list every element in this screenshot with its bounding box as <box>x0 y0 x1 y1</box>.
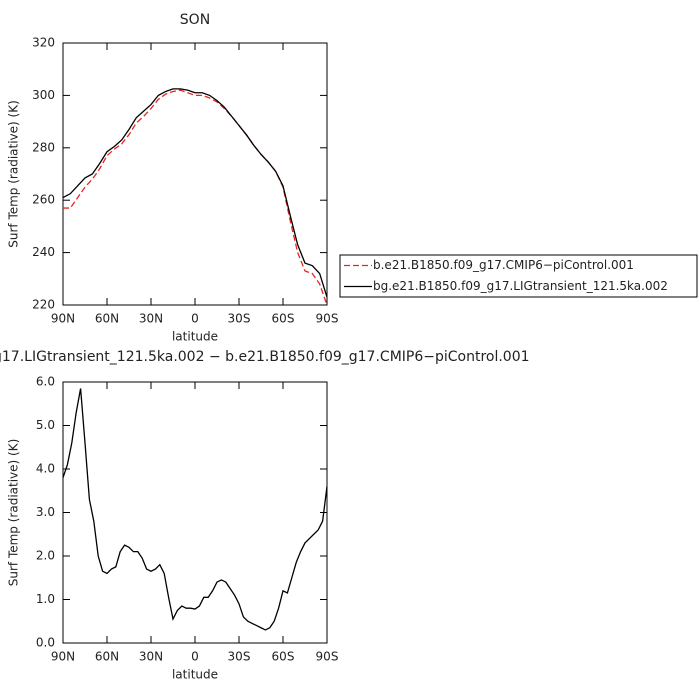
x-tick-label: 60S <box>272 312 295 326</box>
y-tick-label: 300 <box>32 88 55 102</box>
x-tick-label: 60N <box>95 312 119 326</box>
y-tick-label: 4.0 <box>36 462 55 476</box>
y-tick-label: 3.0 <box>36 505 55 519</box>
data-line <box>62 88 328 298</box>
x-tick-label: 0 <box>191 650 199 664</box>
y-tick-label: 2.0 <box>36 549 55 563</box>
legend-label: b.e21.B1850.f09_g17.CMIP6−piControl.001 <box>373 258 634 272</box>
x-tick-label: 90N <box>51 650 75 664</box>
x-tick-label: 30N <box>139 312 163 326</box>
x-tick-label: 60N <box>95 650 119 664</box>
data-line <box>63 89 328 306</box>
x-tick-label: 60S <box>272 650 295 664</box>
x-tick-label: 90S <box>316 312 339 326</box>
legend-box <box>339 254 698 298</box>
y-axis-label: Surf Temp (radiative) (K) <box>7 439 21 587</box>
plot-frame <box>62 42 328 306</box>
x-tick-label: 30N <box>139 650 163 664</box>
chart-title: bg.e21.B1850.f09_g17.LIGtransient_121.5k… <box>0 349 530 365</box>
x-tick-label: 30S <box>228 650 251 664</box>
x-axis-label: latitude <box>172 330 218 344</box>
y-axis-label: Surf Temp (radiative) (K) <box>7 100 21 248</box>
y-tick-label: 6.0 <box>36 375 55 389</box>
y-tick-label: 240 <box>32 245 55 259</box>
x-tick-label: 0 <box>191 312 199 326</box>
y-tick-label: 280 <box>32 140 55 154</box>
plot-frame <box>62 381 328 644</box>
x-tick-label: 90S <box>316 650 339 664</box>
data-line <box>62 388 328 631</box>
legend-label: bg.e21.B1850.f09_g17.LIGtransient_121.5k… <box>373 279 668 293</box>
y-tick-label: 320 <box>32 36 55 50</box>
y-tick-label: 5.0 <box>36 418 55 432</box>
x-tick-label: 30S <box>228 312 251 326</box>
y-tick-label: 1.0 <box>36 592 55 606</box>
y-tick-label: 220 <box>32 298 55 312</box>
chart-title: SON <box>180 12 210 28</box>
x-tick-label: 90N <box>51 312 75 326</box>
y-tick-label: 0.0 <box>36 636 55 650</box>
x-axis-label: latitude <box>172 668 218 682</box>
y-tick-label: 260 <box>32 193 55 207</box>
